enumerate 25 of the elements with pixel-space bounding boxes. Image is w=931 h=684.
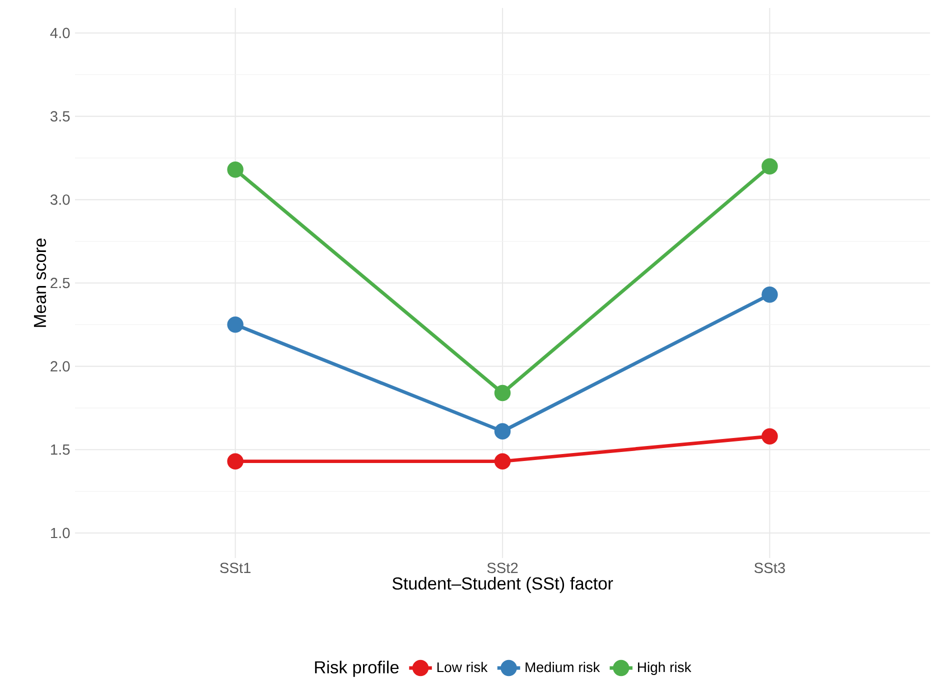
- y-tick-label: 4.0: [50, 28, 70, 38]
- y-tick-label: 1.5: [51, 444, 70, 455]
- legend-label: High risk: [638, 662, 692, 675]
- point: [494, 423, 511, 440]
- legend-label: Low risk: [437, 662, 488, 672]
- point: [494, 384, 511, 402]
- x-tick-label: SSt2: [487, 562, 518, 574]
- y-tick-label: 1.0: [51, 528, 70, 538]
- x-tick-label: SSt1: [220, 562, 251, 574]
- point: [494, 453, 511, 470]
- y-tick-label: 2.0: [50, 361, 70, 372]
- legend-title: Risk profile: [315, 660, 399, 677]
- point: [762, 428, 778, 444]
- y-tick-label: 3.5: [50, 111, 70, 122]
- x-tick-label: SSt3: [754, 562, 785, 574]
- y-axis-title: Mean score: [34, 238, 46, 327]
- point: [762, 286, 778, 303]
- y-tick-label: 2.5: [50, 278, 70, 288]
- point: [227, 453, 244, 470]
- point: [227, 162, 244, 178]
- point: [762, 158, 778, 174]
- legend-label: Medium risk: [526, 662, 600, 672]
- x-axis-title: Student–Student (SSt) factor: [392, 576, 613, 594]
- point: [227, 316, 244, 333]
- y-tick-label: 3.0: [50, 194, 70, 205]
